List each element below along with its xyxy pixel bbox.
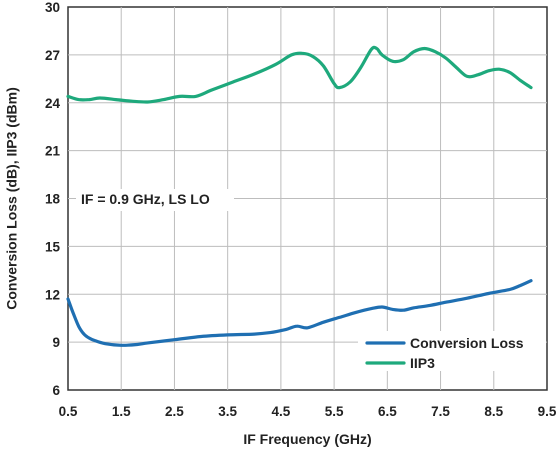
- y-tick-label: 6: [52, 383, 60, 398]
- legend: Conversion Loss IIP3: [358, 331, 546, 371]
- x-tick-label: 1.5: [112, 404, 131, 419]
- x-tick-label: 4.5: [271, 404, 290, 419]
- x-tick-label: 2.5: [165, 404, 184, 419]
- x-tick-label: 7.5: [431, 404, 450, 419]
- annotation-background: [76, 189, 234, 211]
- series-line-iip3: [66, 45, 533, 104]
- series-lines: [66, 45, 533, 347]
- x-tick-label: 0.5: [59, 404, 78, 419]
- y-tick-label: 12: [45, 287, 60, 302]
- y-tick-label: 18: [45, 192, 61, 207]
- y-tick-label: 30: [45, 0, 60, 15]
- x-tick-label: 3.5: [218, 404, 237, 419]
- x-tick-label: 5.5: [325, 404, 344, 419]
- y-tick-label: 21: [45, 144, 61, 159]
- x-tick-label: 8.5: [484, 404, 503, 419]
- x-tick-labels: 0.5 1.5 2.5 3.5 4.5 5.5 6.5 7.5 8.5 9.5: [59, 404, 557, 419]
- y-tick-label: 15: [45, 239, 61, 254]
- legend-label: IIP3: [410, 355, 435, 371]
- series-line-conversion-loss: [66, 279, 533, 347]
- y-tick-label: 24: [45, 96, 61, 111]
- x-tick-label: 9.5: [538, 404, 557, 419]
- y-tick-label: 9: [52, 335, 60, 350]
- y-axis-title: Conversion Loss (dB), IIP3 (dBm): [4, 87, 20, 309]
- legend-label: Conversion Loss: [410, 335, 524, 351]
- y-tick-label: 27: [45, 48, 60, 63]
- x-axis-title: IF Frequency (GHz): [243, 431, 371, 447]
- annotation-text: IF = 0.9 GHz, LS LO: [81, 191, 210, 207]
- y-tick-labels: 6 9 12 15 18 21 24 27 30: [45, 0, 61, 398]
- x-tick-label: 6.5: [378, 404, 397, 419]
